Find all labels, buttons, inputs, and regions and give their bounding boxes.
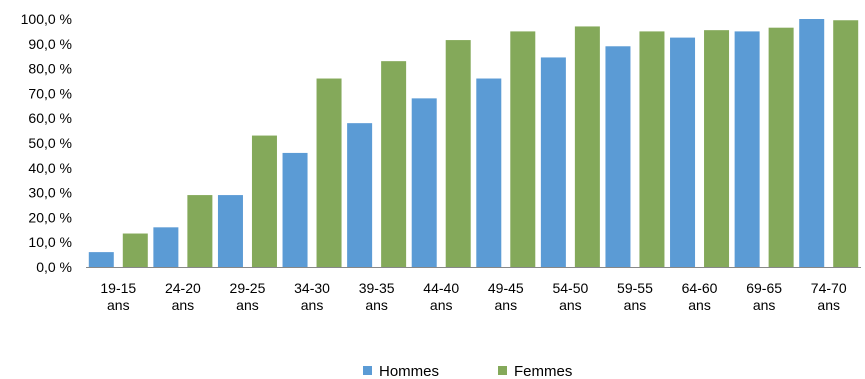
y-tick-label: 50,0 % <box>28 135 72 151</box>
y-tick-label: 20,0 % <box>28 209 72 225</box>
bar-femmes <box>316 78 342 268</box>
bar-hommes <box>282 152 308 267</box>
bar-hommes <box>670 37 696 267</box>
bars <box>88 19 859 268</box>
y-tick-label: 10,0 % <box>28 234 72 250</box>
legend-label-hommes: Hommes <box>379 363 439 379</box>
bar-femmes <box>445 40 471 267</box>
x-tick-label: 39-35 ans <box>359 280 395 313</box>
bar-hommes <box>88 252 114 267</box>
bar-hommes <box>153 227 179 267</box>
x-tick-label: 49-45 ans <box>488 280 524 313</box>
bar-femmes <box>574 26 600 267</box>
x-tick-label: 69-65 ans <box>746 280 782 313</box>
bar-femmes <box>833 20 859 267</box>
bar-hommes <box>476 78 502 268</box>
y-tick-label: 0,0 % <box>36 259 72 275</box>
y-tick-label: 40,0 % <box>28 160 72 176</box>
x-tick-label: 24-20 ans <box>165 280 201 313</box>
bar-hommes <box>411 98 437 267</box>
bar-hommes <box>540 57 566 267</box>
x-tick-label: 44-40 ans <box>423 280 459 313</box>
legend-label-femmes: Femmes <box>514 363 572 379</box>
bar-hommes <box>605 46 631 267</box>
y-tick-label: 60,0 % <box>28 110 72 126</box>
bar-hommes <box>734 31 760 268</box>
x-tick-label: 19-15 ans <box>100 280 136 313</box>
x-tick-label: 64-60 ans <box>682 280 718 313</box>
legend-swatch-femmes <box>498 366 507 375</box>
bar-femmes <box>639 31 665 268</box>
legend-swatch-hommes <box>363 366 372 375</box>
bar-hommes <box>799 19 825 267</box>
y-axis: 0,0 % 10,0 % 20,0 % 30,0 % 40,0 % 50,0 % 60,0 … <box>21 11 72 275</box>
x-tick-label: 54-50 ans <box>552 280 588 313</box>
y-tick-label: 70,0 % <box>28 85 72 101</box>
x-tick-label: 29-25 ans <box>230 280 266 313</box>
y-tick-label: 80,0 % <box>28 61 72 77</box>
bar-femmes <box>251 135 277 267</box>
y-tick-label: 90,0 % <box>28 36 72 52</box>
y-tick-label: 100,0 % <box>21 11 72 27</box>
bar-femmes <box>510 31 536 268</box>
bar-hommes <box>347 123 373 267</box>
y-tick-label: 30,0 % <box>28 185 72 201</box>
x-axis: 19-15 ans 24-20 ans 29-25 ans 34-30 ans 39-35 ans… <box>86 267 861 313</box>
x-tick-label: 34-30 ans <box>294 280 330 313</box>
bar-hommes <box>217 195 243 267</box>
bar-femmes <box>187 195 213 267</box>
bar-femmes <box>381 61 407 267</box>
x-tick-label: 74-70 ans <box>811 280 847 313</box>
bar-femmes <box>768 27 794 268</box>
bar-femmes <box>122 233 148 267</box>
x-tick-label: 59-55 ans <box>617 280 653 313</box>
bar-femmes <box>704 30 730 267</box>
legend: Hommes Femmes <box>363 363 572 379</box>
